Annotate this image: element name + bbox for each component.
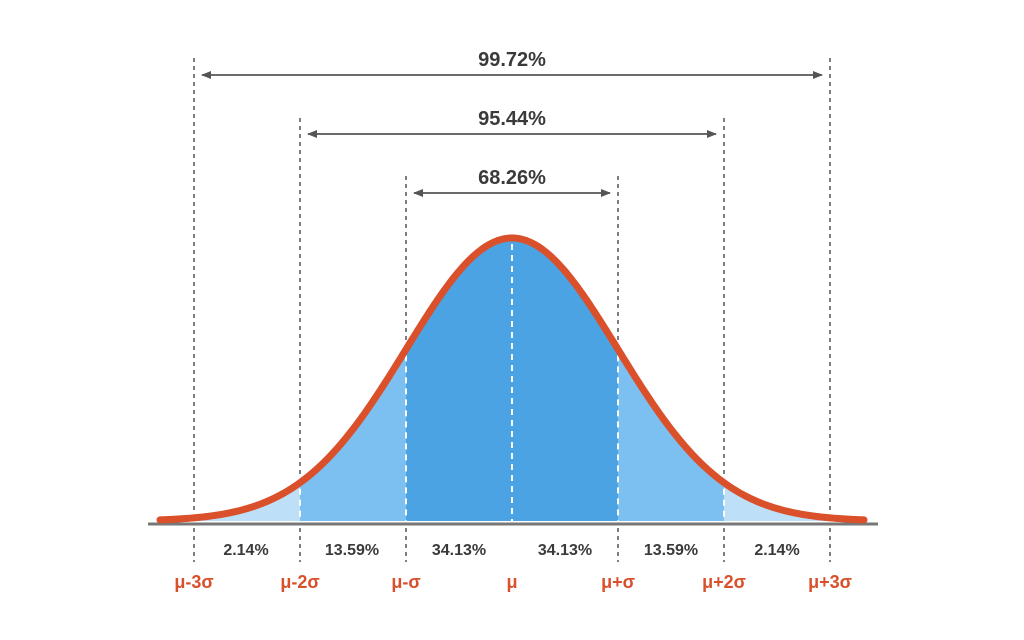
sigma-guide-lines xyxy=(193,58,831,562)
segment-label: 34.13% xyxy=(538,542,592,559)
sigma-label-minus2: μ-2σ xyxy=(280,572,319,592)
normal-curve xyxy=(156,234,868,524)
sigma-label-plus1: μ+σ xyxy=(601,572,635,592)
range-label-3sigma: 99.72% xyxy=(478,49,546,71)
segment-label: 13.59% xyxy=(644,542,698,559)
sigma-label-plus2: μ+2σ xyxy=(702,572,746,592)
sigma-label-minus1: μ-σ xyxy=(391,572,420,592)
segment-label: 13.59% xyxy=(325,542,379,559)
sigma-label-mean: μ xyxy=(506,572,517,592)
range-arrows xyxy=(201,71,823,197)
range-label-1sigma: 68.26% xyxy=(478,167,546,189)
sigma-label-plus3: μ+3σ xyxy=(808,572,852,592)
sigma-label-minus3: μ-3σ xyxy=(174,572,213,592)
range-label-2sigma: 95.44% xyxy=(478,108,546,130)
segment-label: 34.13% xyxy=(432,542,486,559)
segment-label: 2.14% xyxy=(223,542,268,559)
inner-dashed-lines xyxy=(299,244,725,521)
segment-label: 2.14% xyxy=(754,542,799,559)
